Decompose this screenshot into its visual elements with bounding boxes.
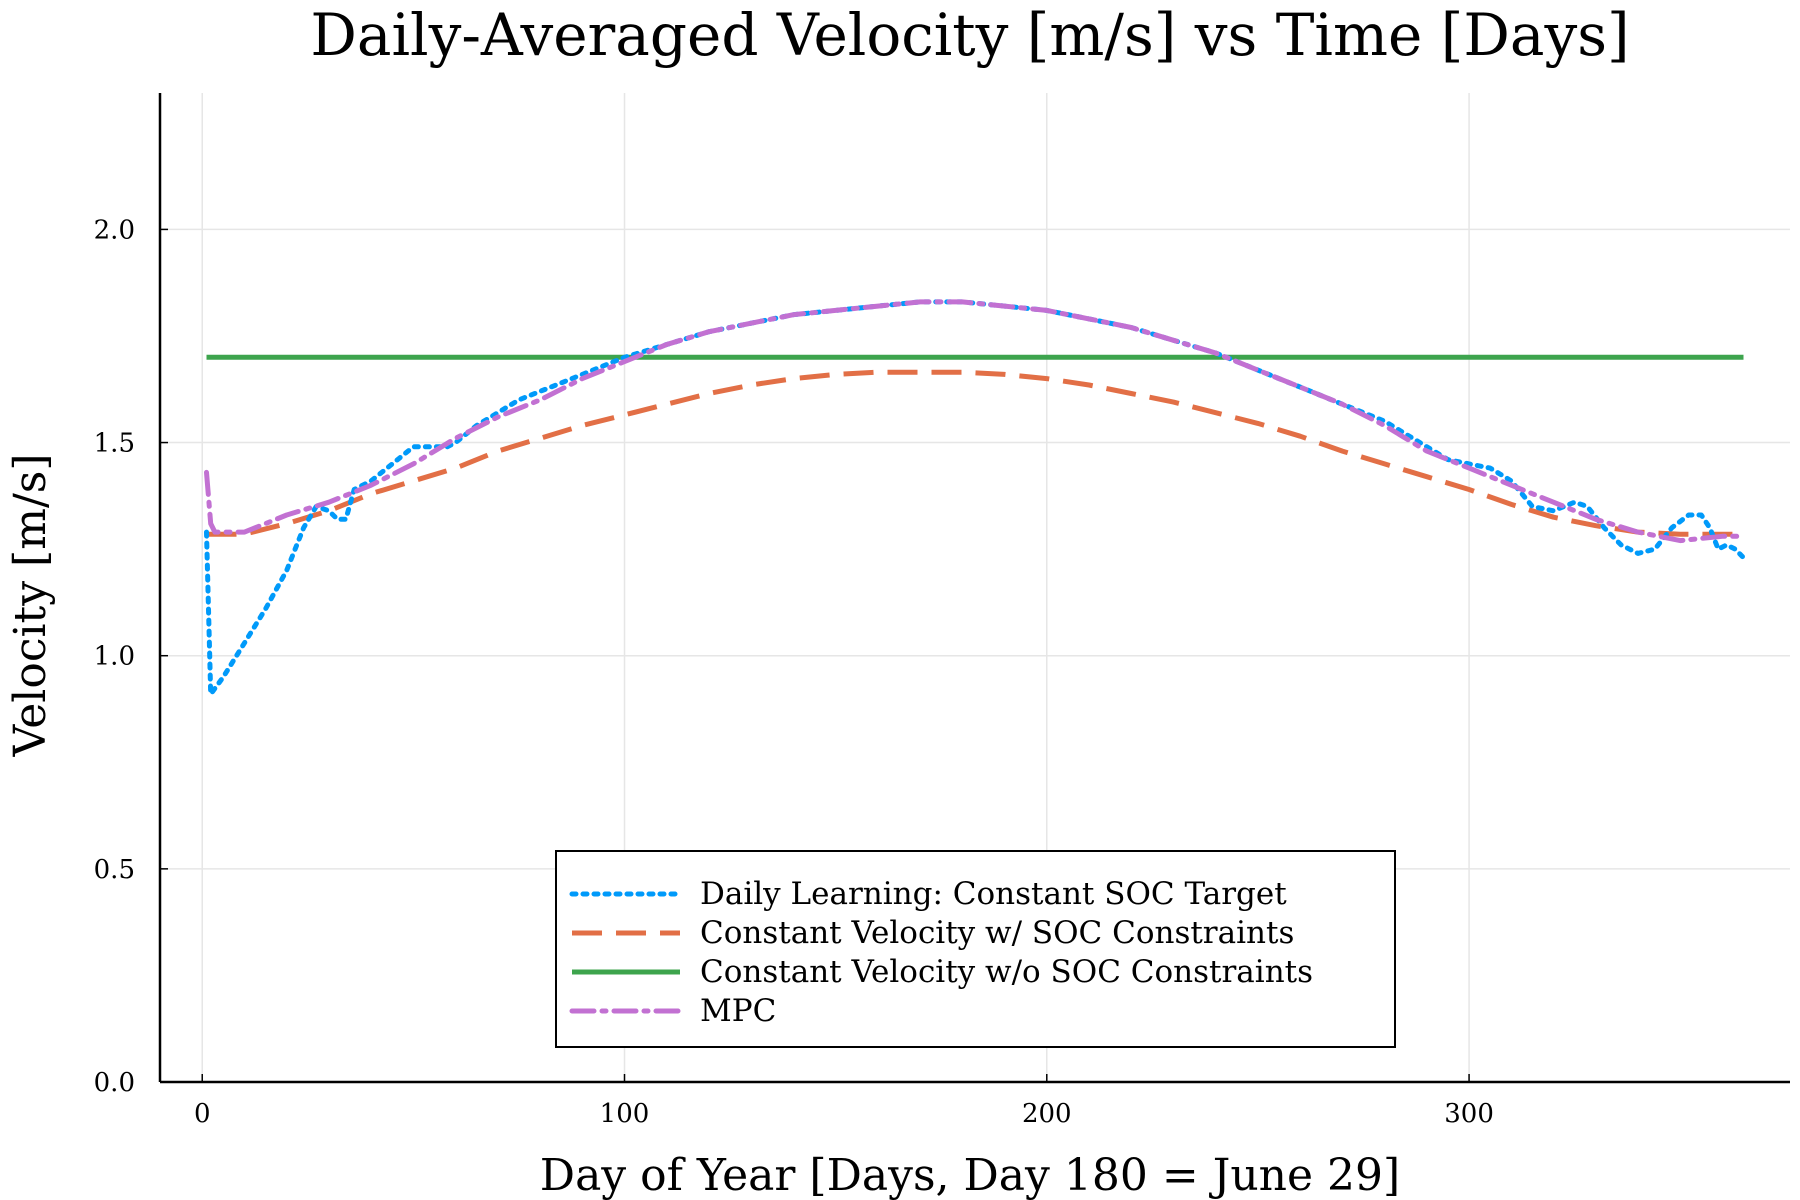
- y-tick-label: 0.0: [94, 1068, 135, 1098]
- legend: Daily Learning: Constant SOC TargetConst…: [555, 850, 1396, 1048]
- x-axis-label: Day of Year [Days, Day 180 = June 29]: [540, 1150, 1400, 1200]
- legend-label-3: Constant Velocity w/o SOC Constraints: [700, 954, 1313, 990]
- y-axis-label: Velocity [m/s]: [5, 453, 56, 757]
- x-tick-label: 0: [194, 1099, 211, 1129]
- y-tick-label: 0.5: [94, 855, 135, 885]
- tick-labels: 0 100 200 300 0.0 0.5 1.0 1.5 2.0: [94, 215, 1494, 1129]
- y-tick-label: 2.0: [94, 215, 135, 245]
- legend-box: [555, 850, 1396, 1048]
- axes: [158, 93, 1790, 1084]
- x-tick-label: 200: [1022, 1099, 1072, 1129]
- series-lines: [204, 299, 1746, 697]
- x-tick-label: 100: [600, 1099, 650, 1129]
- series-line-2: [206, 369, 1740, 537]
- x-tick-label: 300: [1444, 1099, 1494, 1129]
- series-line-1: [204, 299, 1746, 697]
- y-tick-label: 1.0: [94, 642, 135, 672]
- legend-label-4: MPC: [700, 993, 776, 1029]
- chart-title: Daily-Averaged Velocity [m/s] vs Time [D…: [310, 1, 1629, 69]
- legend-label-1: Daily Learning: Constant SOC Target: [700, 876, 1287, 912]
- y-tick-label: 1.5: [94, 429, 135, 459]
- series-line-4: [204, 299, 1746, 544]
- legend-label-2: Constant Velocity w/ SOC Constraints: [700, 915, 1294, 951]
